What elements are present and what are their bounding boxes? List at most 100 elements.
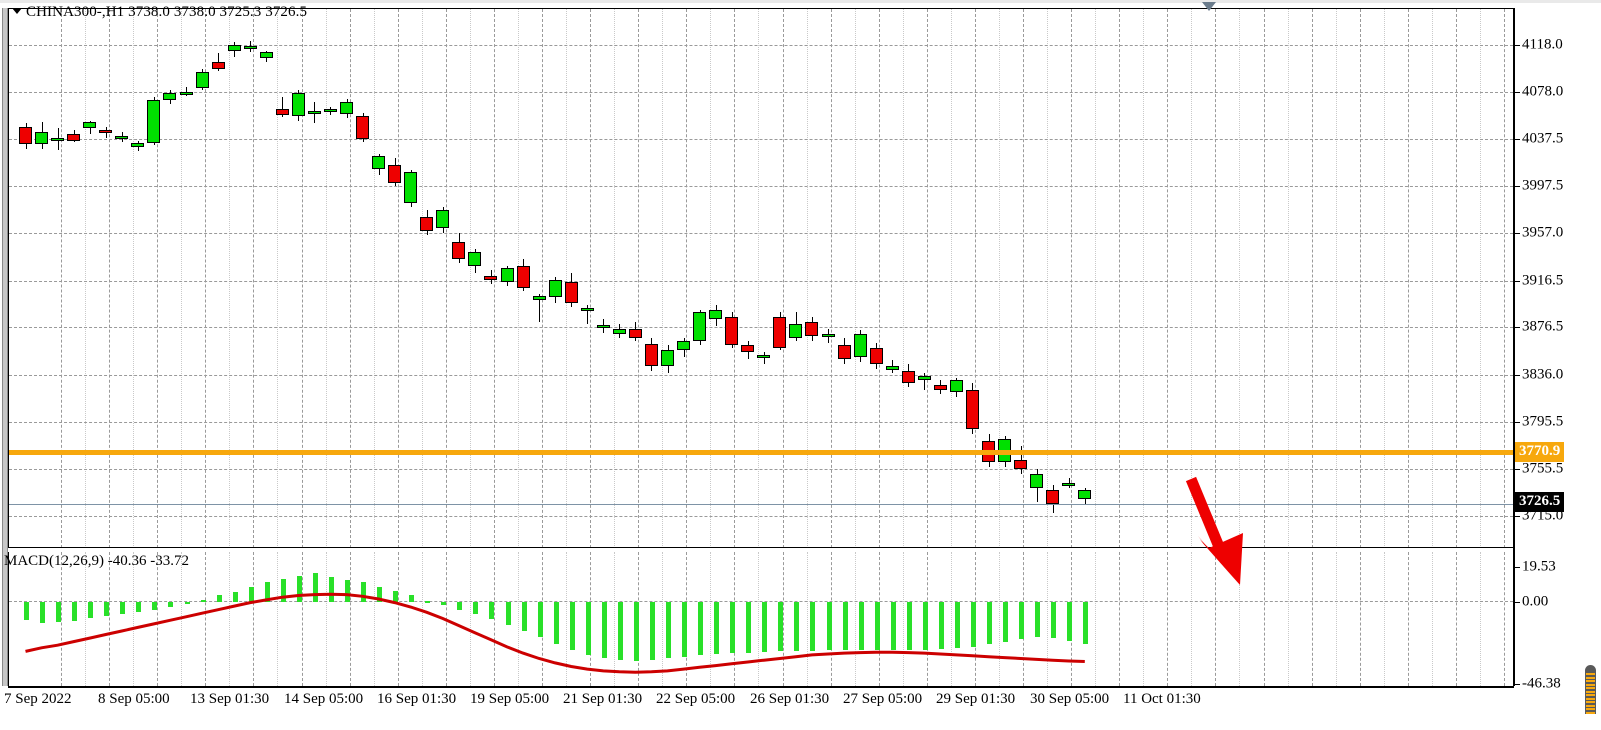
candle-body — [532, 296, 546, 300]
y-axis-tick-label: 4037.5 — [1522, 130, 1564, 147]
candle-body — [356, 116, 370, 140]
vertical-gridline — [926, 9, 928, 548]
macd-zero-line — [9, 600, 1513, 602]
candle-wick — [90, 120, 91, 134]
x-axis-tick-label: 13 Sep 01:30 — [190, 691, 270, 707]
candle-wick — [122, 132, 123, 142]
vertical-gridline-minor — [325, 9, 327, 548]
candle-body — [757, 354, 771, 358]
vertical-gridline — [590, 9, 592, 548]
candle-body — [901, 370, 915, 383]
candle-wick — [250, 41, 251, 52]
macd-axis-tick-label: 0.00 — [1522, 593, 1549, 610]
candle-wick — [1085, 487, 1086, 505]
x-axis-tick-label: 21 Sep 01:30 — [563, 691, 643, 707]
candle-body — [644, 344, 658, 367]
bid-price-tag[interactable]: 3726.5 — [1515, 491, 1565, 512]
scrollbar-stripe — [1586, 697, 1595, 700]
vertical-scrollbar[interactable] — [1585, 665, 1596, 727]
candle-wick — [716, 305, 717, 327]
candle-body — [548, 279, 562, 298]
candle-body — [243, 46, 257, 49]
candle-wick — [651, 338, 652, 371]
macd-axis-tick-mark — [1513, 684, 1520, 685]
y-axis-tick-mark — [1513, 327, 1520, 329]
candle-body — [853, 333, 867, 357]
candle-wick — [603, 319, 604, 334]
candle-wick — [42, 121, 43, 149]
vertical-gridline — [1263, 9, 1265, 548]
chart-symbol-header: CHINA300-,H1 3738.0 3738.0 3725.3 3726.5 — [12, 4, 307, 21]
candle-body — [420, 216, 434, 231]
candle-wick — [892, 360, 893, 374]
y-axis-tick-label: 3957.0 — [1522, 224, 1564, 241]
candle-wick — [202, 69, 203, 91]
scrollbar-stripe — [1586, 694, 1595, 696]
horizontal-gridline — [9, 139, 1513, 141]
candle-wick — [347, 98, 348, 119]
scrollbar-stripe — [1586, 687, 1595, 689]
vertical-gridline-minor — [710, 9, 712, 548]
y-axis-tick-label: 3836.0 — [1522, 366, 1564, 383]
x-axis-tick-label: 16 Sep 01:30 — [377, 691, 457, 707]
orange-price-level-line[interactable] — [9, 449, 1513, 455]
candle-wick — [1053, 485, 1054, 514]
y-axis-tick-label: 3876.5 — [1522, 318, 1564, 335]
candle-body — [789, 324, 803, 339]
macd-axis-tick-label: -46.38 — [1522, 675, 1561, 692]
vertical-gridline — [974, 9, 976, 548]
scrollbar-stripe — [1586, 690, 1595, 693]
price-chart-panel[interactable] — [8, 8, 1514, 548]
vertical-gridline — [1311, 9, 1313, 548]
horizontal-gridline — [9, 516, 1513, 517]
candle-wick — [796, 312, 797, 341]
vertical-gridline-minor — [181, 9, 183, 548]
candle-body — [195, 71, 209, 89]
vertical-gridline — [253, 9, 255, 548]
candle-body — [1046, 490, 1060, 505]
y-axis-tick-mark — [1513, 139, 1520, 141]
candle-wick — [860, 330, 861, 362]
candle-wick — [700, 310, 701, 346]
candle-wick — [571, 272, 572, 307]
macd-signal-line — [25, 592, 1085, 674]
orange-price-tag[interactable]: 3770.9 — [1515, 441, 1565, 462]
macd-indicator-panel[interactable] — [8, 552, 1514, 686]
candle-wick — [619, 324, 620, 339]
price-grid — [9, 9, 1513, 548]
vertical-gridline-minor — [1287, 9, 1289, 548]
chevron-down-icon[interactable] — [12, 8, 22, 14]
vertical-gridline — [1167, 9, 1169, 548]
candle-body — [805, 321, 819, 336]
candle-wick — [282, 97, 283, 118]
candle-wick — [379, 153, 380, 175]
window-bottom-strip — [0, 714, 1601, 730]
candle-body — [628, 328, 642, 339]
candle-wick — [956, 377, 957, 397]
candle-body — [211, 62, 225, 70]
candle-wick — [587, 305, 588, 325]
candle-wick — [828, 328, 829, 343]
candle-body — [83, 121, 97, 128]
candle-wick — [1069, 478, 1070, 488]
candle-body — [147, 99, 161, 143]
candle-body — [949, 380, 963, 392]
horizontal-gridline — [9, 233, 1513, 235]
candle-body — [19, 126, 32, 145]
y-axis-line — [1513, 8, 1515, 686]
macd-label: MACD(12,26,9) -40.36 -33.72 — [4, 553, 189, 569]
vertical-gridline — [1407, 9, 1409, 548]
candle-body — [51, 138, 65, 142]
vertical-gridline-minor — [469, 9, 471, 548]
y-axis-tick-label: 3795.5 — [1522, 413, 1564, 430]
candle-wick — [298, 90, 299, 121]
candle-wick — [427, 209, 428, 236]
x-axis-tick-label: 30 Sep 05:00 — [1030, 691, 1110, 707]
vertical-gridline — [109, 9, 111, 548]
candle-wick — [170, 90, 171, 105]
candle-wick — [58, 127, 59, 150]
candle-wick — [443, 207, 444, 233]
y-axis-tick-label: 3755.5 — [1522, 460, 1564, 477]
macd-axis-tick-label: 19.53 — [1522, 558, 1556, 575]
vertical-gridline-minor — [998, 9, 1000, 548]
